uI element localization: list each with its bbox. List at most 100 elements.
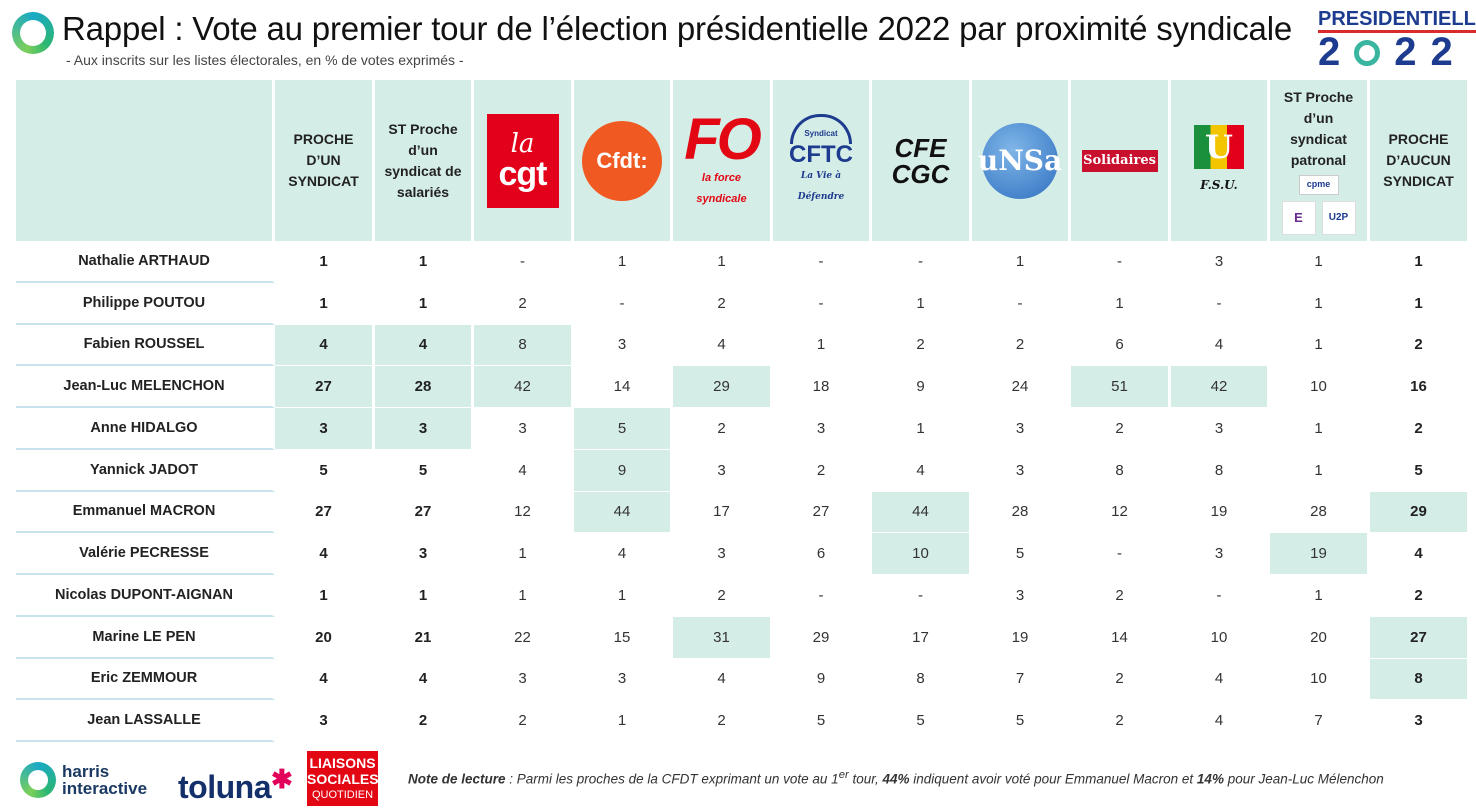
table-cell: 8	[474, 324, 574, 367]
table-cell: 4	[574, 533, 673, 575]
table-cell: 3	[673, 449, 773, 492]
medef-logo: E	[1281, 200, 1316, 235]
table-cell: 3	[673, 533, 773, 575]
table-cell: 2	[1071, 700, 1171, 742]
cftc-logo: Syndicat CFTC La Vie à Défendre	[777, 113, 865, 208]
table-row: Anne HIDALGO 3 3 3 5 2 3 1 3 2 3 1 2	[16, 408, 1470, 450]
column-header-proche: PROCHE D’UN SYNDICAT	[275, 80, 375, 241]
table-cell: 5	[1370, 449, 1470, 492]
note-pct: 14%	[1196, 771, 1224, 787]
liaisons-sociales-logo: LIAISONS SOCIALES QUOTIDIEN	[307, 751, 379, 806]
table-cell: 4	[1171, 324, 1270, 367]
cftc-subtitle: La Vie à Défendre	[797, 170, 845, 202]
table-cell: 4	[375, 324, 474, 367]
note-sup: er	[838, 769, 849, 781]
table-cell: 27	[275, 366, 375, 408]
note-text: : Parmi les proches de la CFDT exprimant…	[505, 771, 839, 787]
table-cell: 1	[574, 700, 673, 742]
table-cell: 5	[872, 700, 972, 742]
column-header-fo: FO la force syndicale	[673, 80, 773, 241]
table-cell: 4	[872, 449, 972, 492]
year-digits: 22	[1394, 30, 1467, 74]
table-cell: 15	[574, 616, 673, 659]
table-cell: 29	[673, 366, 773, 408]
table-cell: 1	[474, 533, 574, 575]
table-cell: 8	[1370, 658, 1470, 701]
table-cell: 2	[673, 408, 773, 450]
table-cell: 3	[1171, 241, 1270, 283]
table-cell: 7	[972, 658, 1071, 701]
page-subtitle: - Aux inscrits sur les listes électorale…	[66, 52, 464, 68]
table-cell: -	[574, 282, 673, 325]
cfe-text: CFE	[894, 132, 947, 163]
candidate-name: Nathalie ARTHAUD	[16, 241, 275, 283]
table-cell: 3	[375, 533, 474, 575]
table-row: Jean-Luc MELENCHON 27 28 42 14 29 18 9 24 51 42 10 1…	[16, 366, 1470, 408]
table-cell: 1	[275, 575, 375, 617]
table-cell: 2	[673, 575, 773, 617]
column-header-aucun: PROCHE D’AUCUN SYNDICAT	[1370, 80, 1470, 241]
table-cell: 3	[474, 408, 574, 450]
corner-header	[16, 80, 275, 241]
note-label: Note de lecture	[408, 771, 506, 787]
candidate-name: Nicolas DUPONT-AIGNAN	[16, 575, 275, 617]
patronal-logos: cpme E U2P	[1274, 174, 1363, 235]
fo-text: FO	[684, 106, 762, 172]
table-row: Valérie PECRESSE 4 3 1 4 3 6 10 5-3 19 4	[16, 533, 1470, 575]
table-cell: 21	[375, 616, 474, 659]
table-cell: 10	[1270, 658, 1370, 701]
table-cell: 14	[574, 366, 673, 408]
table-cell: 4	[673, 324, 773, 367]
table-cell: 2	[474, 282, 574, 325]
table-cell: 12	[474, 491, 574, 534]
table-cell: 2	[474, 700, 574, 742]
table-cell: 2	[1370, 575, 1470, 617]
table-cell: 2	[872, 324, 972, 367]
column-label: ST Proche d’un syndicat de salariés	[384, 120, 462, 200]
table-row: Yannick JADOT 5 5 4 9 3 2 4 3 8 8 1 5	[16, 449, 1470, 492]
table-row: Nicolas DUPONT-AIGNAN 1 1 1 1 2- -3 2-1 2	[16, 575, 1470, 617]
table-cell: 1	[375, 575, 474, 617]
table-cell: 3	[972, 408, 1071, 450]
table-cell: 4	[1370, 533, 1470, 575]
table-cell: 6	[1071, 324, 1171, 367]
table-cell: 4	[673, 658, 773, 701]
table-cell: 2	[1071, 575, 1171, 617]
cftc-text: CFTC	[789, 140, 853, 168]
table-cell: 3	[574, 324, 673, 367]
table-cell: 5	[773, 700, 872, 742]
toluna-text: toluna	[178, 769, 271, 805]
table-cell: 18	[773, 366, 872, 408]
cgc-text: CGC	[891, 158, 950, 189]
table-cell: 3	[1171, 533, 1270, 575]
column-header-cfdt: Cfdt:	[574, 80, 673, 241]
table-row: Fabien ROUSSEL 4 4 8 3 4 1 2 2 6 4 1 2	[16, 324, 1470, 367]
unsa-logo: uNSa	[978, 122, 1062, 199]
table-cell: 1	[275, 282, 375, 325]
table-cell: 1	[1071, 282, 1171, 325]
year-digit: 2	[1318, 30, 1355, 74]
table-cell: 9	[773, 658, 872, 701]
toluna-logo: toluna✱	[178, 764, 293, 806]
table-cell: 3	[972, 449, 1071, 492]
u2p-logo: U2P	[1321, 200, 1356, 235]
table-cell: 5	[972, 700, 1071, 742]
candidate-name: Marine LE PEN	[16, 616, 275, 659]
table-cell: 42	[1171, 366, 1270, 408]
harris-ring-icon	[20, 762, 56, 798]
table-cell: 2	[375, 700, 474, 742]
table-body: Nathalie ARTHAUD 1 1-1 1- -1-3 1 1 Philippe POU…	[16, 241, 1470, 742]
table-cell: 27	[1370, 616, 1470, 659]
candidate-name: Valérie PECRESSE	[16, 533, 275, 575]
column-header-cfecgc: CFE CGC	[872, 80, 972, 241]
table-cell: 1	[872, 408, 972, 450]
table-cell: 29	[773, 616, 872, 659]
table-cell: 27	[375, 491, 474, 534]
harris-logo-text: harris interactive	[62, 763, 147, 797]
reading-note: Note de lecture : Parmi les proches de l…	[408, 765, 1418, 790]
table-cell: 8	[1171, 449, 1270, 492]
interactive-line: interactive	[62, 779, 148, 798]
table-cell: 42	[474, 366, 574, 408]
table-cell: 5	[275, 449, 375, 492]
harris-line: harris	[62, 762, 110, 781]
